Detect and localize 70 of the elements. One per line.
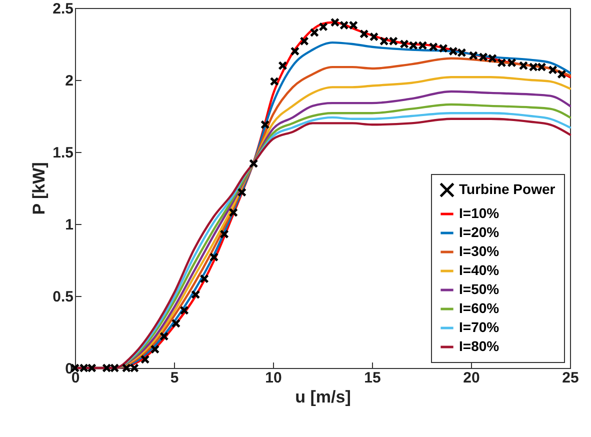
point bbox=[408, 40, 418, 50]
point bbox=[260, 120, 270, 130]
point bbox=[310, 28, 319, 38]
point bbox=[428, 42, 438, 52]
point bbox=[171, 318, 181, 328]
point bbox=[497, 58, 506, 68]
y-tick-label: 1 bbox=[65, 216, 74, 234]
legend-label: I=70% bbox=[459, 319, 500, 335]
point bbox=[270, 76, 279, 86]
x-axis-title: u [m/s] bbox=[295, 388, 351, 406]
point bbox=[537, 62, 546, 72]
point bbox=[237, 188, 247, 197]
point bbox=[130, 363, 140, 373]
point bbox=[79, 363, 89, 373]
point bbox=[220, 229, 229, 239]
y-tick-label: 0.5 bbox=[52, 288, 74, 306]
point bbox=[379, 36, 389, 46]
point bbox=[448, 46, 458, 56]
point bbox=[557, 70, 566, 79]
point bbox=[507, 58, 516, 68]
point bbox=[438, 44, 448, 53]
y-tick-label: 1.5 bbox=[52, 144, 74, 162]
legend-label: I=40% bbox=[459, 262, 500, 278]
legend-label: I=20% bbox=[459, 224, 500, 240]
point bbox=[468, 50, 478, 60]
point bbox=[548, 65, 558, 75]
point bbox=[122, 363, 132, 373]
point bbox=[400, 39, 409, 49]
legend-label: I=10% bbox=[459, 205, 500, 221]
point bbox=[528, 62, 538, 72]
point bbox=[388, 36, 398, 46]
point bbox=[190, 290, 200, 300]
legend-label: I=80% bbox=[459, 338, 500, 354]
point bbox=[300, 36, 309, 46]
point bbox=[359, 29, 369, 39]
y-tick-label: 2.5 bbox=[52, 0, 74, 18]
point bbox=[418, 40, 428, 50]
legend-label: I=50% bbox=[459, 281, 500, 297]
point bbox=[348, 20, 358, 30]
y-axis-title: P [kW] bbox=[30, 162, 49, 215]
point bbox=[278, 60, 288, 70]
point bbox=[140, 354, 150, 364]
legend-label: I=30% bbox=[459, 243, 500, 259]
point bbox=[200, 274, 209, 284]
x-tick-label: 20 bbox=[463, 370, 480, 386]
point bbox=[339, 20, 349, 30]
x-tick-label: 15 bbox=[364, 370, 381, 386]
point bbox=[209, 252, 219, 262]
point bbox=[518, 60, 528, 70]
point bbox=[369, 32, 379, 42]
x-tick-label: 10 bbox=[265, 370, 282, 386]
y-tick-label: 2 bbox=[65, 72, 74, 90]
point bbox=[150, 344, 160, 354]
x-tick-label: 25 bbox=[562, 370, 579, 386]
point bbox=[478, 52, 488, 62]
point bbox=[488, 54, 497, 64]
point bbox=[457, 48, 466, 58]
point bbox=[330, 18, 340, 28]
legend-label: I=60% bbox=[459, 300, 500, 316]
point bbox=[318, 22, 328, 32]
point bbox=[110, 363, 120, 373]
point bbox=[248, 158, 258, 168]
point bbox=[228, 208, 238, 218]
point bbox=[87, 363, 96, 373]
x-tick-label: 5 bbox=[170, 370, 179, 386]
point bbox=[290, 46, 300, 56]
point bbox=[180, 306, 189, 316]
legend-label: Turbine Power bbox=[459, 181, 556, 197]
point bbox=[159, 332, 169, 341]
point bbox=[102, 363, 112, 373]
